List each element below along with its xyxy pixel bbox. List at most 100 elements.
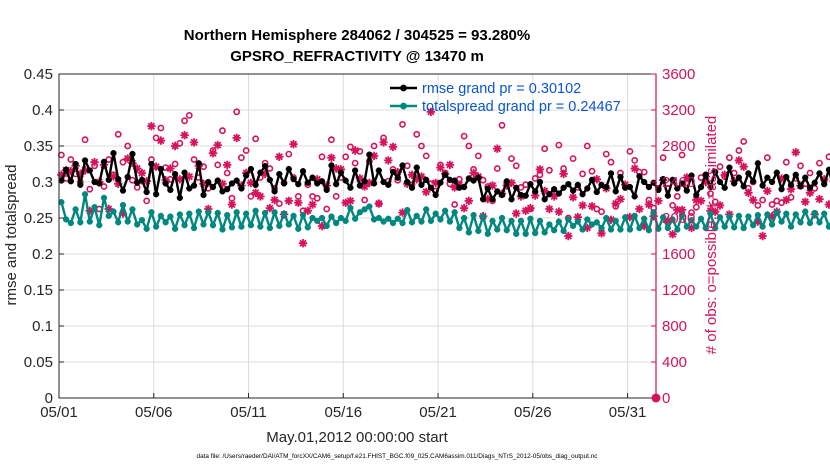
obs-assimilated-marker	[66, 167, 75, 176]
rmse-point	[119, 187, 127, 194]
obs-assimilated-marker	[57, 170, 66, 179]
obs-possible-marker	[361, 196, 369, 204]
rmse-point	[214, 177, 221, 184]
totalspread-point	[190, 224, 198, 232]
rmse-point	[427, 184, 435, 191]
obs-possible-marker	[711, 198, 719, 206]
obs-assimilated-marker	[535, 165, 545, 174]
totalspread-point	[86, 218, 93, 225]
rmse-point	[233, 177, 240, 184]
obs-assimilated-marker	[692, 195, 701, 205]
rmse-point	[105, 176, 112, 183]
totalspread-point	[271, 209, 278, 216]
rmse-point	[171, 170, 179, 178]
rmse-point	[764, 174, 771, 181]
totalspread-point	[579, 226, 586, 233]
obs-possible-marker	[313, 194, 321, 202]
totalspread-point	[110, 208, 117, 215]
obs-possible-marker	[451, 201, 459, 208]
obs-assimilated-marker	[76, 169, 85, 179]
rmse-point	[257, 169, 264, 176]
obs-assimilated-marker	[531, 191, 540, 200]
obs-assimilated-marker	[303, 206, 312, 215]
totalspread-point	[702, 224, 709, 232]
obs-assimilated-marker	[616, 194, 625, 204]
totalspread-point	[731, 224, 738, 231]
rmse-point	[157, 165, 165, 173]
obs-assimilated-marker	[587, 202, 597, 211]
rmse-point	[181, 169, 188, 176]
rmse-point	[759, 182, 766, 189]
totalspread-point	[740, 224, 747, 232]
obs-assimilated-marker	[431, 178, 440, 188]
rmse-point	[195, 160, 202, 167]
totalspread-point	[437, 216, 444, 223]
totalspread-point	[323, 222, 330, 230]
rmse-point	[498, 191, 506, 199]
obs-assimilated-marker	[270, 195, 279, 205]
obs-assimilated-marker	[753, 217, 763, 226]
rmse-point	[522, 192, 529, 199]
obs-possible-marker	[825, 153, 830, 161]
obs-assimilated-marker	[459, 203, 469, 213]
rmse-point	[337, 169, 345, 176]
obs-possible-marker	[508, 155, 515, 162]
obs-assimilated-marker	[289, 140, 298, 149]
rmse-point	[607, 170, 615, 177]
totalspread-point	[96, 222, 103, 229]
obs-assimilated-marker	[734, 156, 744, 165]
rmse-point	[716, 178, 724, 186]
rmse-point	[768, 178, 776, 186]
obs-assimilated-marker	[450, 183, 459, 192]
obs-assimilated-marker	[512, 209, 521, 218]
totalspread-point	[413, 212, 420, 219]
axes	[58, 73, 657, 399]
totalspread-point	[233, 209, 240, 216]
rmse-point	[475, 174, 482, 181]
obs-assimilated-marker	[549, 192, 559, 201]
rmse-point	[124, 173, 131, 181]
totalspread-point	[479, 213, 487, 220]
obs-assimilated-marker	[436, 163, 445, 172]
totalspread-point	[607, 226, 615, 233]
rmse-point	[783, 173, 790, 181]
rmse-point	[62, 166, 70, 173]
totalspread-point	[77, 219, 84, 226]
obs-possible-marker	[294, 192, 302, 200]
totalspread-point	[569, 222, 577, 230]
obs-assimilated-marker	[317, 221, 327, 231]
totalspread-point	[58, 199, 65, 206]
rmse-point	[693, 191, 700, 199]
rmse-point	[351, 167, 359, 174]
totalspread-point	[181, 222, 188, 229]
obs-possible-marker	[67, 156, 75, 163]
totalspread-point	[389, 219, 397, 227]
obs-possible-marker	[631, 156, 639, 164]
obs-assimilated-marker	[393, 167, 402, 177]
obs-assimilated-marker	[199, 179, 208, 188]
rmse-point	[508, 196, 515, 203]
totalspread-point	[314, 217, 321, 225]
obs-assimilated-marker	[640, 221, 649, 231]
obs-assimilated-marker	[327, 153, 336, 162]
obs-possible-marker	[692, 203, 700, 211]
obs-assimilated-marker	[336, 165, 346, 174]
y-right-tick-label: 2400	[662, 174, 695, 191]
obs-assimilated-marker	[521, 206, 530, 215]
totalspread-point	[503, 227, 510, 234]
totalspread-point	[584, 216, 591, 223]
obs-assimilated-marker	[284, 196, 293, 206]
obs-possible-marker	[626, 147, 634, 155]
totalspread-point	[209, 222, 217, 229]
rmse-point	[546, 191, 553, 198]
legend-totalspread-marker	[400, 102, 407, 110]
obs-possible-marker	[86, 185, 94, 193]
rmse-point	[266, 176, 273, 183]
obs-assimilated-marker	[687, 223, 696, 233]
totalspread-point	[716, 214, 724, 221]
obs-assimilated-marker	[350, 146, 360, 155]
y-left-tick-label: 0	[45, 390, 53, 407]
obs-assimilated-marker	[232, 133, 241, 143]
rmse-point	[209, 183, 217, 191]
totalspread-point	[664, 224, 671, 232]
